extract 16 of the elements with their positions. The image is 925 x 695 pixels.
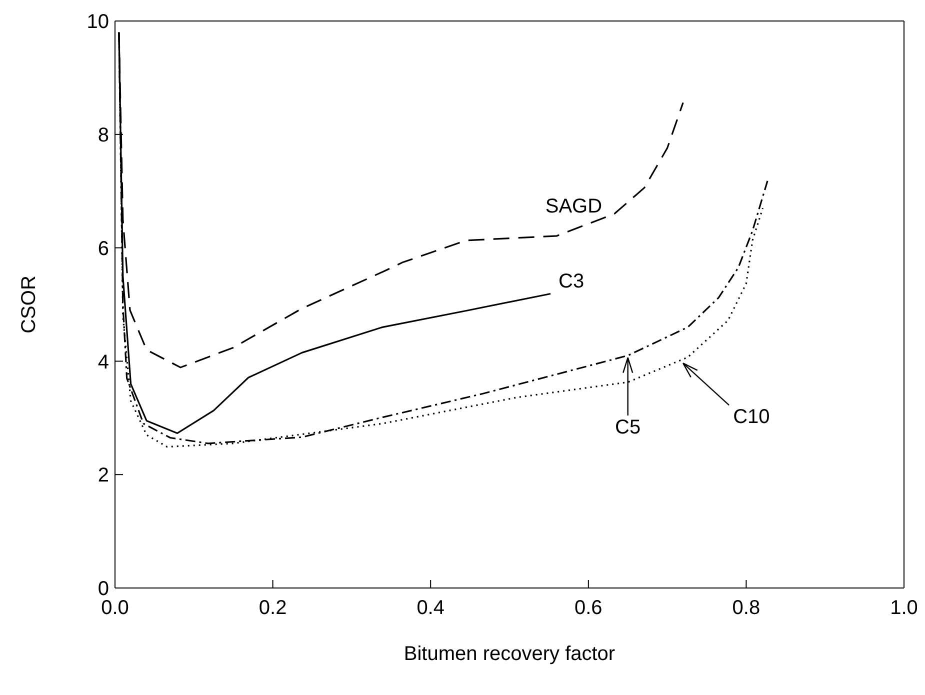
x-axis-title: Bitumen recovery factor <box>404 643 616 665</box>
annotation: C3 <box>558 270 584 293</box>
annotation: SAGD <box>545 196 602 218</box>
x-tick-label: 0.8 <box>732 597 760 620</box>
x-tick-label: 0.2 <box>258 597 287 620</box>
y-tick-label: 10 <box>86 11 109 34</box>
y-tick-label: 2 <box>98 464 109 487</box>
x-tick-label: 0.6 <box>574 597 602 620</box>
y-axis-title: CSOR <box>18 276 40 334</box>
y-tick-label: 6 <box>98 238 109 260</box>
y-tick-label: 4 <box>98 351 109 374</box>
x-tick-label: 0.4 <box>416 597 445 620</box>
annotation: C10 <box>733 406 770 428</box>
annotation: C5 <box>615 416 641 439</box>
x-tick-label: 1.0 <box>890 597 918 620</box>
y-tick-label: 8 <box>98 124 109 146</box>
